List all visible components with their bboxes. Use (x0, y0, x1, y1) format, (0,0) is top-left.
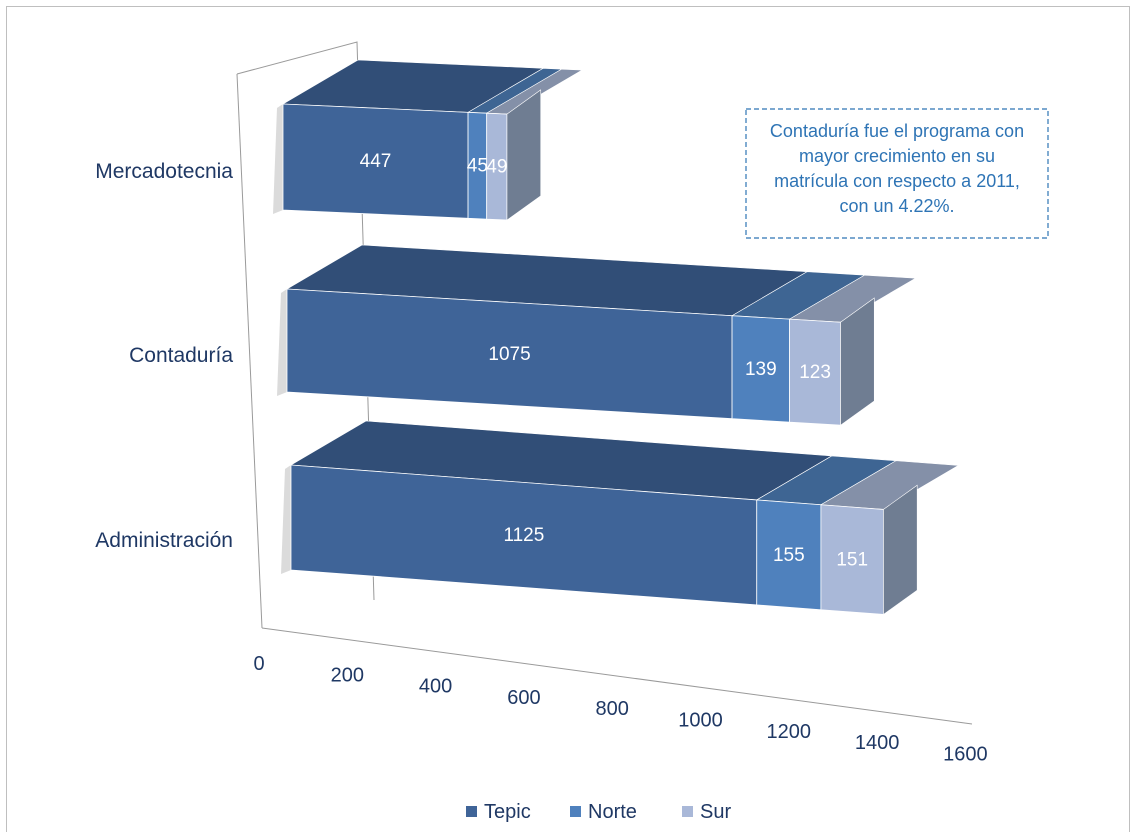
legend: Tepic Norte Sur (466, 801, 731, 823)
axes (236, 41, 973, 725)
x-tick-label: 1400 (855, 732, 900, 754)
data-label: 447 (360, 151, 392, 172)
x-tick-label: 1200 (767, 721, 812, 743)
category-label: Administración (95, 529, 233, 552)
annotation-line: mayor crecimiento en su (799, 146, 995, 166)
legend-label-norte: Norte (588, 801, 637, 823)
x-tick-labels: 0 200 400 600 800 1000 1200 1400 1600 (253, 653, 987, 765)
x-tick-label: 800 (596, 698, 629, 720)
legend-label-tepic: Tepic (484, 801, 531, 823)
data-label: 45 (467, 156, 488, 177)
bar-end-face (506, 89, 542, 221)
y-axis-front (236, 73, 263, 629)
legend-label-sur: Sur (700, 801, 731, 823)
category-label: Contaduría (129, 344, 233, 367)
category-label: Mercadotecnia (95, 160, 233, 183)
data-label: 155 (773, 545, 805, 566)
annotation-line: matrícula con respecto a 2011, (774, 171, 1020, 191)
legend-swatch-sur (682, 806, 693, 817)
bar-shadow (273, 104, 283, 214)
category-labels: Mercadotecnia Contaduría Administración (95, 160, 233, 552)
data-label: 151 (836, 550, 868, 571)
data-label: 1075 (488, 344, 530, 365)
data-label: 1125 (503, 525, 544, 546)
legend-swatch-tepic (466, 806, 477, 817)
bar-shadow (277, 289, 287, 396)
x-tick-label: 1000 (678, 710, 723, 732)
data-label: 139 (745, 359, 777, 380)
x-axis-line (261, 627, 973, 725)
annotation-line: Contaduría fue el programa con (770, 121, 1024, 141)
x-tick-label: 1600 (943, 743, 988, 765)
annotation: Contaduría fue el programa con mayor crec… (745, 108, 1049, 239)
x-tick-label: 0 (253, 653, 264, 675)
data-label: 123 (799, 362, 831, 383)
x-tick-label: 400 (419, 676, 452, 698)
legend-swatch-norte (570, 806, 581, 817)
data-label: 49 (486, 157, 507, 178)
x-tick-label: 200 (331, 664, 364, 686)
annotation-line: con un 4.22%. (839, 196, 954, 216)
x-tick-label: 600 (507, 687, 540, 709)
y-axis-back (236, 41, 375, 601)
bar-shadow (281, 465, 291, 574)
annotation-text: Contaduría fue el programa con mayor crec… (770, 121, 1024, 216)
bar-end-face (883, 484, 918, 616)
annotation-box (745, 108, 1049, 239)
bar-end-face (840, 297, 875, 426)
